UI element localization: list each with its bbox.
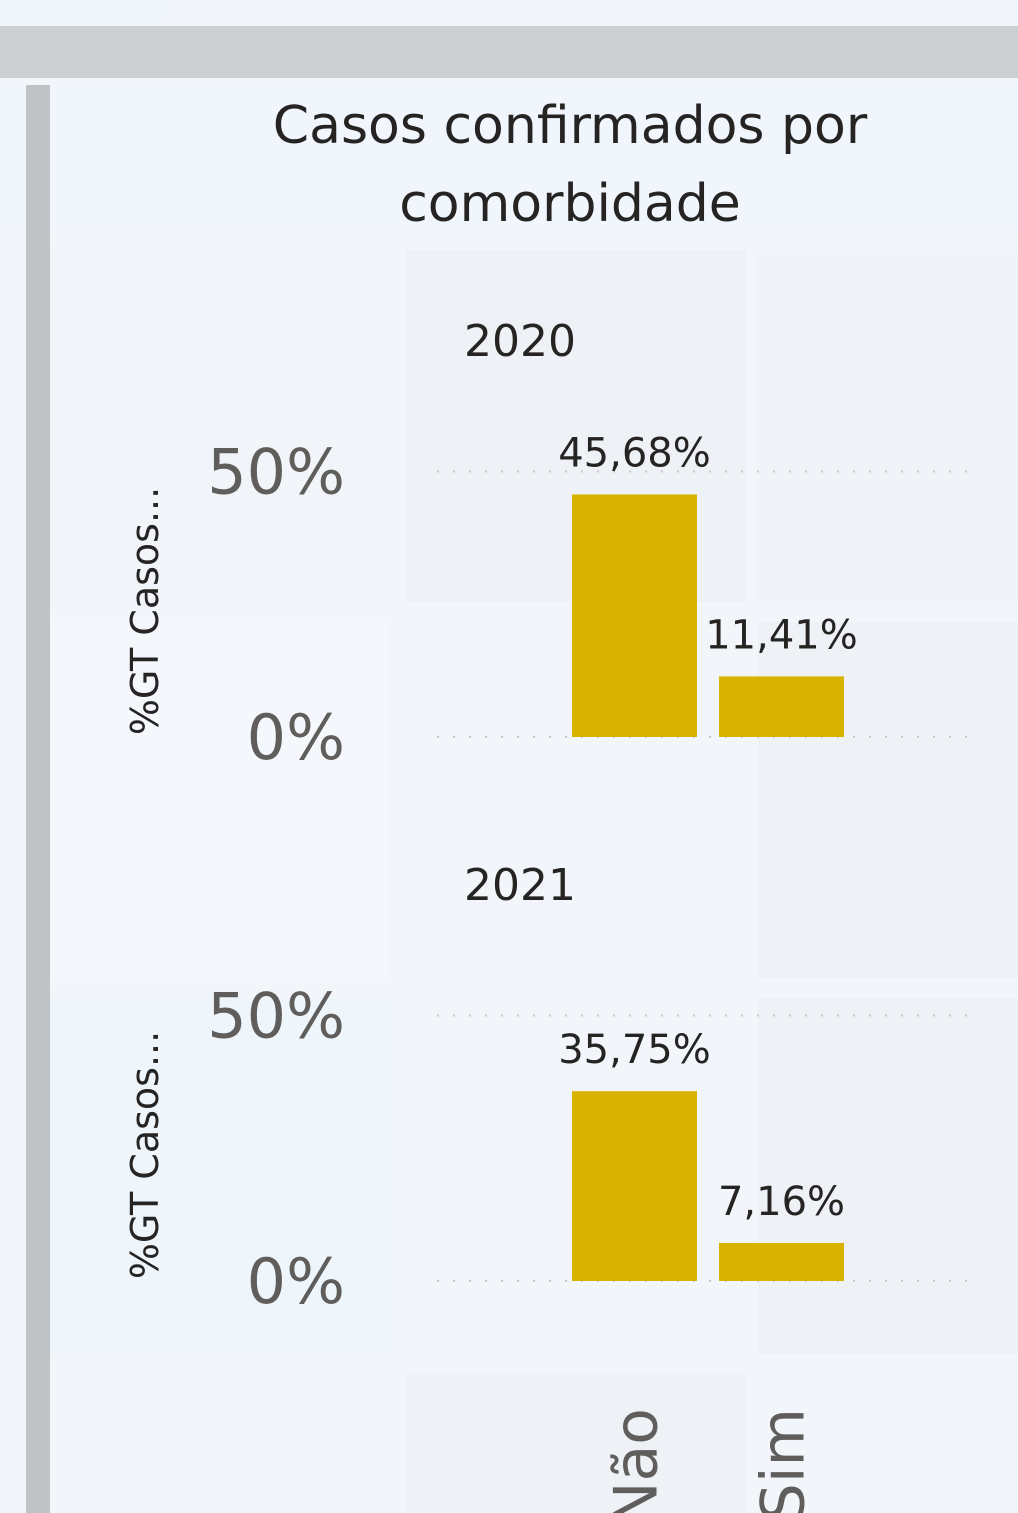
tile xyxy=(50,998,390,1354)
x-tick-label: Sim xyxy=(749,1408,819,1513)
bar xyxy=(572,494,697,737)
bar xyxy=(719,1242,844,1281)
tile xyxy=(50,622,390,978)
tile xyxy=(758,998,1018,1354)
tile xyxy=(758,622,1018,978)
panel-title: 2021 xyxy=(464,860,576,911)
top-band xyxy=(0,26,1018,78)
bar xyxy=(572,1091,697,1281)
tile xyxy=(406,1375,746,1513)
panel-title: 2020 xyxy=(464,316,576,367)
y-axis-label: %GT Casos... xyxy=(123,1031,167,1279)
bar xyxy=(719,676,844,737)
y-tick-label: 50% xyxy=(207,436,345,509)
data-label: 7,16% xyxy=(718,1179,845,1225)
y-tick-label: 0% xyxy=(247,1245,345,1318)
tile xyxy=(230,0,1018,24)
x-tick-label: Não xyxy=(602,1408,672,1513)
tile xyxy=(758,250,1018,602)
data-label: 35,75% xyxy=(558,1027,711,1073)
tile xyxy=(50,250,390,602)
tile xyxy=(0,0,165,22)
data-label: 11,41% xyxy=(705,612,858,658)
y-axis-label: %GT Casos... xyxy=(123,487,167,735)
left-band xyxy=(26,85,50,1513)
y-tick-label: 0% xyxy=(247,701,345,774)
data-label: 45,68% xyxy=(558,430,711,476)
chart-title: Casos confirmados por comorbidade xyxy=(273,96,868,234)
tile xyxy=(0,85,1018,230)
y-tick-label: 50% xyxy=(207,980,345,1053)
